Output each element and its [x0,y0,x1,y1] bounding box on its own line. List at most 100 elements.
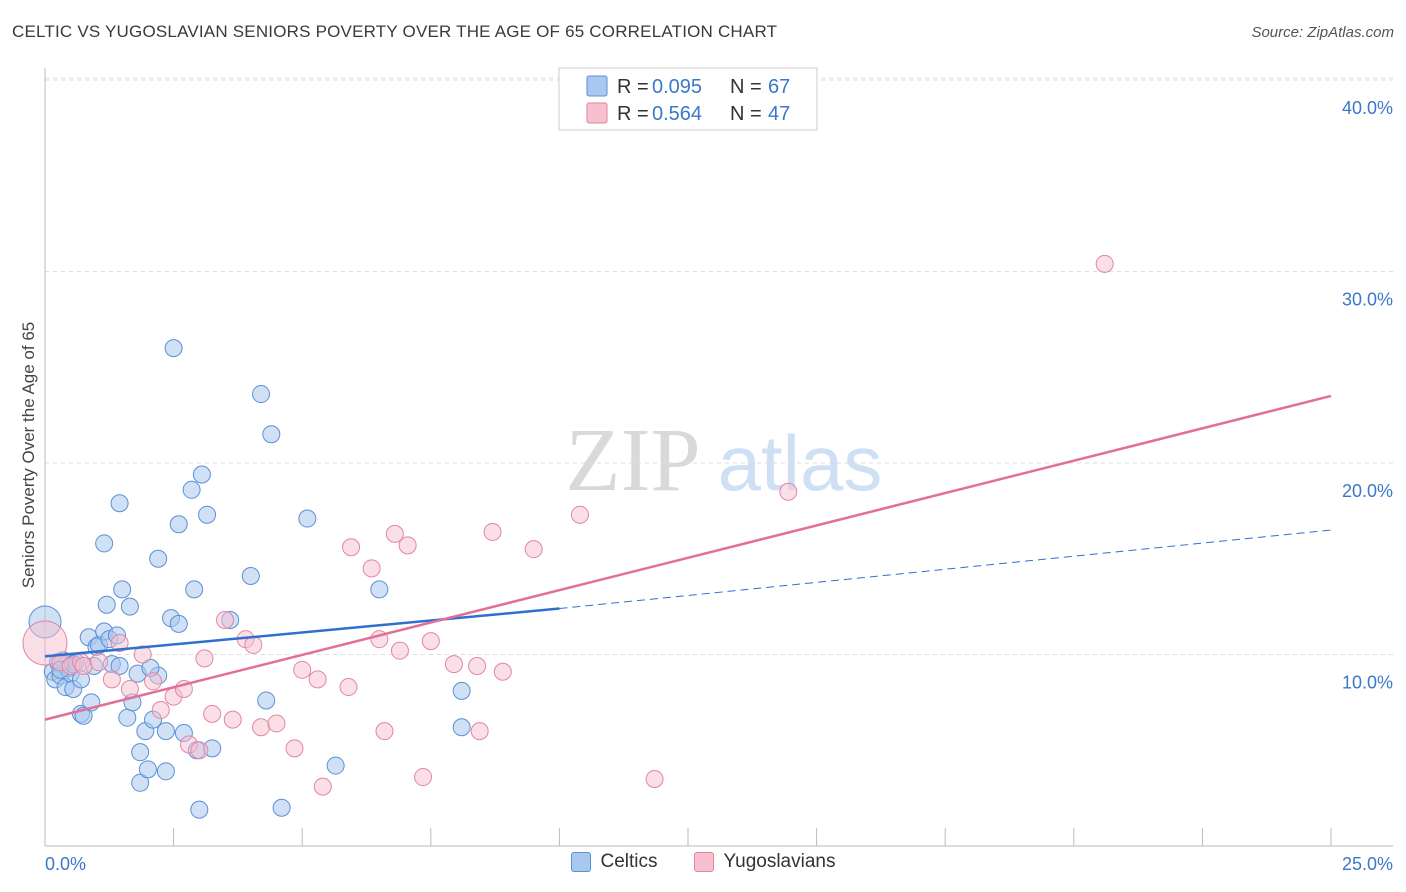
celtics-point [192,465,211,484]
celtics-swatch [570,852,591,872]
y-tick-label: 30.0% [1342,290,1393,310]
yugoslavians-point [252,718,271,737]
yugoslavians-label: Yugoslavians [723,851,836,872]
celtics-points [28,339,471,819]
x-tick-label: 0.0% [45,854,86,874]
yugoslavians-point [362,559,381,578]
celtics-point [97,595,116,614]
yugoslavians-point [144,672,163,691]
yugoslavians-point [190,741,209,760]
celtics-point [113,580,132,599]
celtics-point [262,425,281,444]
yugoslavians-point [74,656,93,675]
legend-n-label-celtics: N = [730,76,762,98]
y-tick-label: 20.0% [1342,481,1393,501]
watermark: ZIP atlas [566,411,883,510]
yugoslavians-point [285,739,304,758]
stats-legend: R = 0.095 N = 67 R = 0.564 N = 47 [558,67,818,131]
celtics-point [169,614,188,633]
celtics-point [156,722,175,741]
chart-title: CELTIC VS YUGOSLAVIAN SENIORS POVERTY OV… [12,22,778,41]
legend-swatch-yugoslavians [586,102,608,124]
celtics-trend-extension [559,529,1332,610]
yugoslavians-point [120,679,139,698]
yugoslavians-point [779,482,798,501]
celtics-point [95,534,114,553]
legend-n-value-yugoslavians: 47 [768,103,790,125]
celtics-point [131,743,150,762]
yugoslavians-point [1095,254,1114,273]
yugoslavians-point [385,524,404,543]
source-label: Source: ZipAtlas.com [1251,24,1394,41]
yugoslavians-point [223,710,242,729]
celtics-point [370,580,389,599]
watermark-zip: ZIP [566,411,701,510]
legend-n-value-celtics: 67 [768,76,790,98]
celtics-point [169,515,188,534]
celtics-point [164,339,183,358]
yugoslavians-point [493,662,512,681]
celtics-point [241,566,260,585]
legend-r-value-celtics: 0.095 [652,76,702,98]
legend-r-label-celtics: R = [617,76,649,98]
celtics-point [272,798,291,817]
yugoslavians-point [570,505,589,524]
yugoslavians-point [267,714,286,733]
celtics-point [252,385,271,404]
legend-item-yugoslavians: Yugoslavians [693,851,836,873]
celtics-point [298,509,317,528]
yugoslavians-point [390,641,409,660]
legend-r-value-yugoslavians: 0.564 [652,103,702,125]
yugoslavians-point [313,777,332,796]
celtics-point [138,760,157,779]
yugoslavians-point [398,536,417,555]
yugoslavians-point [421,632,440,651]
yugoslavians-point [468,656,487,675]
yugoslavians-point [203,704,222,723]
legend-r-label-yugoslavians: R = [617,103,649,125]
y-tick-labels: 10.0% 20.0% 30.0% 40.0% [1342,98,1393,693]
yugoslavians-point [244,635,263,654]
celtics-point [452,718,471,737]
yugoslavians-point [339,678,358,697]
celtics-point [149,549,168,568]
celtics-label: Celtics [600,851,658,872]
series-legend: Celtics Yugoslavians [0,851,1406,873]
trend-lines [44,394,1332,721]
yugoslavians-point [151,701,170,720]
celtics-point [131,773,150,792]
celtics-point [257,691,276,710]
yugoslavians-point [293,660,312,679]
celtics-trend-line [44,607,560,658]
legend-n-label-yugoslavians: N = [730,103,762,125]
celtics-point [182,480,201,499]
legend-item-celtics: Celtics [570,851,658,873]
yugoslavians-point [414,768,433,787]
celtics-point [326,756,345,775]
yugoslavians-trend-line [44,394,1332,721]
yugoslavians-point [375,722,394,741]
yugoslavians-point [483,522,502,541]
y-tick-label: 40.0% [1342,98,1393,118]
yugoslavians-point [133,645,152,664]
celtics-point [190,800,209,819]
yugoslavians-swatch [693,852,714,872]
y-tick-label: 10.0% [1342,673,1393,693]
yugoslavians-point [195,649,214,668]
yugoslavians-point [308,670,327,689]
yugoslavians-point [444,655,463,674]
yugoslavians-point [470,722,489,741]
celtics-point [110,656,129,675]
celtics-point [198,505,217,524]
celtics-point [118,708,137,727]
yugoslavians-point [110,634,129,653]
x-tick-label: 25.0% [1342,854,1393,874]
celtics-point [185,580,204,599]
yugoslavians-point [524,540,543,559]
x-tick-labels: 0.0% 25.0% [45,854,1393,874]
celtics-point [110,494,129,513]
yugoslavians-point [645,769,664,788]
yugoslavians-point [22,620,68,666]
yugoslavians-point [90,653,109,672]
